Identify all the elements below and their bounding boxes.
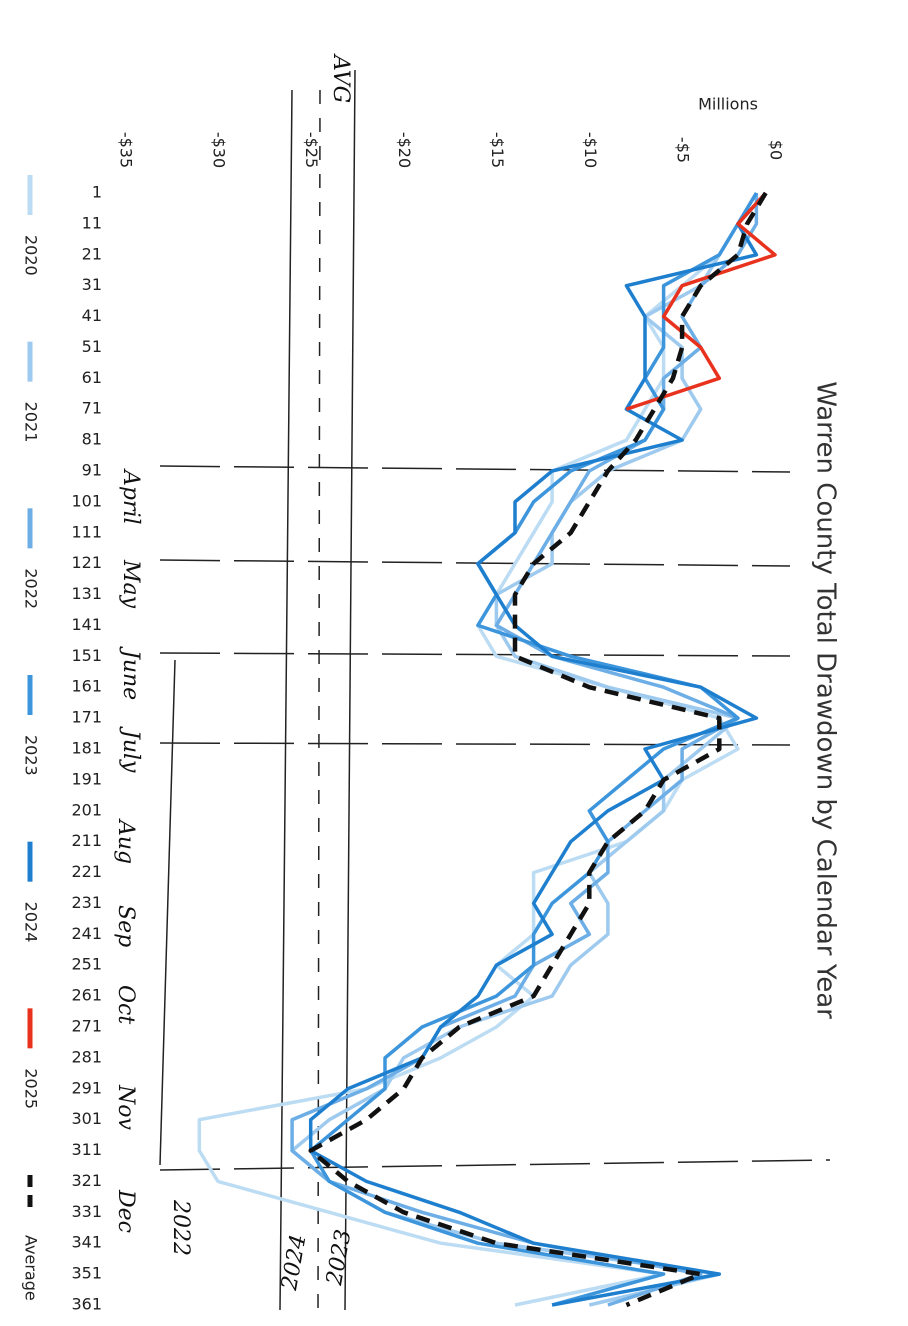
guide-line xyxy=(280,90,292,1310)
annotation: Oct xyxy=(113,985,138,1024)
x-tick-label: 31 xyxy=(82,275,102,294)
guide-line xyxy=(160,560,790,566)
series-line xyxy=(292,193,756,1305)
series-line xyxy=(626,193,775,409)
annotation: June xyxy=(118,646,143,700)
x-tick-label: 1 xyxy=(92,183,102,202)
x-tick-label: 351 xyxy=(71,1264,102,1283)
y-tick-label: -$35 xyxy=(117,132,136,168)
legend-label: 2020 xyxy=(22,235,41,276)
legend-label: 2023 xyxy=(22,735,41,776)
x-tick-label: 111 xyxy=(71,522,102,541)
guide-line xyxy=(160,1160,830,1170)
x-tick-label: 51 xyxy=(82,337,102,356)
x-tick-label: 121 xyxy=(71,553,102,572)
chart-title: Warren County Total Drawdown by Calendar… xyxy=(811,381,841,1019)
series-line xyxy=(311,193,766,1305)
x-tick-label: 191 xyxy=(71,769,102,788)
y-tick-label: -$25 xyxy=(302,132,321,168)
guide-line xyxy=(160,466,790,472)
y-tick-label: -$30 xyxy=(209,132,228,168)
y-axis-label: Millions xyxy=(698,95,758,114)
x-tick-label: 291 xyxy=(71,1078,102,1097)
series-line xyxy=(311,193,757,1305)
legend-label: 2022 xyxy=(22,568,41,609)
legend-label: 2024 xyxy=(22,902,41,943)
x-tick-label: 151 xyxy=(71,646,102,665)
y-tick-label: $0 xyxy=(767,140,786,160)
series-line xyxy=(199,193,756,1305)
x-tick-label: 171 xyxy=(71,708,102,727)
y-tick-label: -$20 xyxy=(395,132,414,168)
x-tick-label: 261 xyxy=(71,986,102,1005)
legend-label: 2021 xyxy=(22,402,41,443)
legend-label: 2025 xyxy=(22,1068,41,1109)
annotation: July xyxy=(118,726,143,773)
annotation: April xyxy=(118,468,143,525)
guide-line xyxy=(345,70,355,1310)
annotation: 2022 xyxy=(168,1199,193,1256)
annotation: Dec xyxy=(113,1189,138,1233)
x-tick-label: 341 xyxy=(71,1233,102,1252)
y-tick-label: -$5 xyxy=(674,137,693,163)
x-tick-label: 251 xyxy=(71,955,102,974)
x-tick-label: 221 xyxy=(71,862,102,881)
legend-label: Average xyxy=(22,1235,41,1301)
x-tick-label: 201 xyxy=(71,800,102,819)
annotation: Aug xyxy=(113,818,138,864)
x-tick-label: 281 xyxy=(71,1047,102,1066)
x-tick-label: 161 xyxy=(71,677,102,696)
handwritten-guides xyxy=(160,70,830,1310)
x-tick-label: 231 xyxy=(71,893,102,912)
annotation: Sep xyxy=(113,905,138,947)
x-tick-label: 361 xyxy=(71,1295,102,1314)
guide-arrow xyxy=(160,660,175,1165)
y-tick-label: -$10 xyxy=(581,132,600,168)
y-tick-label: -$15 xyxy=(488,132,507,168)
x-tick-label: 61 xyxy=(82,368,102,387)
x-tick-label: 241 xyxy=(71,924,102,943)
annotation: May xyxy=(118,559,143,609)
series-line xyxy=(311,193,766,1305)
annotation: 2024 xyxy=(277,1233,312,1293)
x-tick-label: 101 xyxy=(71,491,102,510)
x-tick-label: 21 xyxy=(82,244,102,263)
annotation: Nov xyxy=(113,1084,138,1130)
x-tick-label: 211 xyxy=(71,831,102,850)
chart: Millions Warren County Total Drawdown by… xyxy=(0,0,908,1326)
x-tick-label: 311 xyxy=(71,1140,102,1159)
x-tick-label: 131 xyxy=(71,584,102,603)
page: {"chart_data": { "type": "line", "title"… xyxy=(0,0,908,1326)
x-tick-label: 181 xyxy=(71,739,102,758)
x-tick-label: 271 xyxy=(71,1017,102,1036)
x-tick-label: 141 xyxy=(71,615,102,634)
x-tick-label: 321 xyxy=(71,1171,102,1190)
annotation: AVG xyxy=(328,53,353,103)
x-tick-label: 301 xyxy=(71,1109,102,1128)
guide-line xyxy=(160,653,790,656)
x-tick-label: 71 xyxy=(82,399,102,418)
x-tick-label: 91 xyxy=(82,461,102,480)
x-tick-label: 11 xyxy=(82,213,102,232)
x-tick-label: 41 xyxy=(82,306,102,325)
x-tick-label: 331 xyxy=(71,1202,102,1221)
annotation: 2023 xyxy=(322,1228,357,1288)
x-tick-label: 81 xyxy=(82,430,102,449)
